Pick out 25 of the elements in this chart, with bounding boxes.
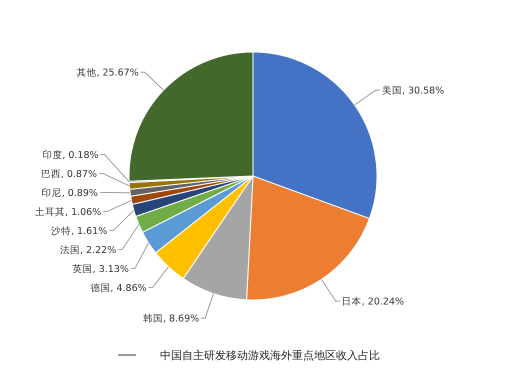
slice-label: 印度 bbox=[42, 148, 62, 161]
data-label: , 0.18% bbox=[62, 150, 99, 161]
data-label: , 0.89% bbox=[62, 188, 98, 199]
slice-label: 土耳其 bbox=[35, 206, 66, 218]
slice-label: 美国 bbox=[382, 84, 402, 96]
slice-label: 其他 bbox=[76, 66, 96, 79]
slice-label: 日本 bbox=[342, 295, 362, 308]
slice-label: 德国 bbox=[90, 282, 110, 294]
slice-label: 巴西 bbox=[40, 168, 61, 180]
slice-label: 韩国 bbox=[142, 312, 163, 324]
data-label: , 0.87% bbox=[60, 168, 98, 180]
text: 中国自主研发移动游戏海外重点地区收入占比 bbox=[160, 348, 380, 362]
data-label: , 2.22% bbox=[80, 244, 116, 256]
slice-label: 沙特 bbox=[51, 224, 72, 237]
data-label: , 20.24% bbox=[362, 296, 404, 308]
data-label: , 1.61% bbox=[71, 226, 108, 237]
data-label: , 8.69% bbox=[162, 313, 200, 324]
slice-label: 法国 bbox=[60, 244, 80, 256]
data-label: , 1.06% bbox=[65, 206, 102, 218]
slice-label: 印尼 bbox=[42, 186, 62, 199]
data-label: , 4.86% bbox=[110, 282, 147, 294]
slice-label: 英国 bbox=[72, 262, 93, 275]
data-label: , 30.58% bbox=[402, 85, 444, 96]
data-label: , 25.67% bbox=[96, 68, 139, 79]
data-label: , 3.13% bbox=[92, 264, 129, 275]
